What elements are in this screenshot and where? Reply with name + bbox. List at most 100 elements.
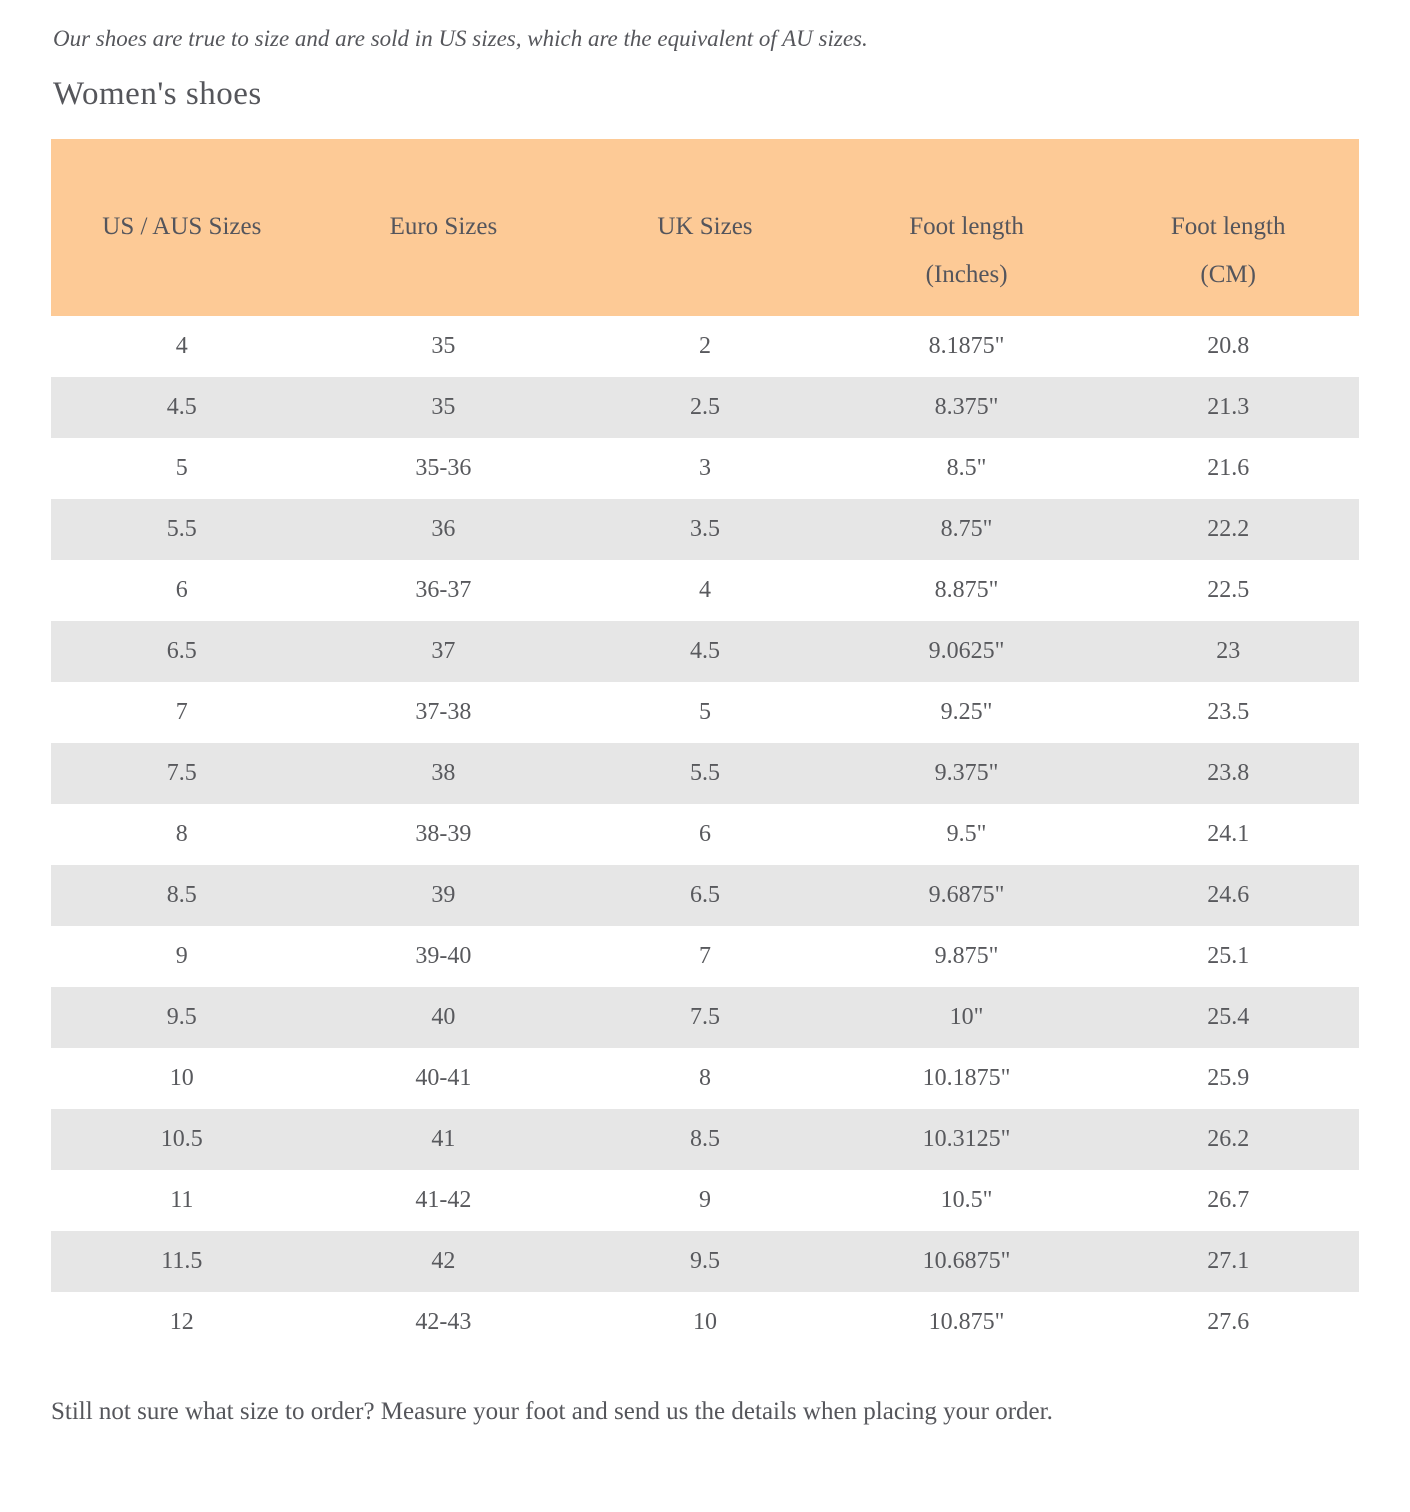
table-cell: 10.3125" [835, 1109, 1098, 1170]
table-cell: 38-39 [415, 821, 472, 847]
table-cell: 8.5 [51, 865, 313, 926]
table-row: 9.5 40 7.5 10" 25.4 [51, 987, 1359, 1048]
table-cell: 8.875" [934, 577, 999, 603]
table-cell: 5 [698, 699, 711, 725]
table-cell: 4.5 [574, 621, 836, 682]
table-cell: 23 [1097, 621, 1359, 682]
table-cell: 20.8 [1207, 333, 1250, 359]
table-cell: 8.5" [946, 455, 987, 481]
table-cell: 9.6875" [835, 865, 1098, 926]
table-cell: 42 [312, 1231, 575, 1292]
table-cell: 4 [698, 577, 711, 603]
table-cell: 6.5 [574, 865, 836, 926]
table-cell: 26.2 [1097, 1109, 1359, 1170]
table-cell: 39 [312, 865, 575, 926]
table-cell: 8.5 [574, 1109, 836, 1170]
table-cell: 2.5 [574, 377, 836, 438]
table-cell: 6.5 [51, 621, 313, 682]
table-cell: 35-36 [415, 455, 472, 481]
table-cell: 3 [698, 455, 711, 481]
size-conversion-table: US / AUS Sizes Euro Sizes UK Sizes Foot … [51, 139, 1359, 1353]
table-cell: 10 [692, 1309, 717, 1335]
table-row: 4.5 35 2.5 8.375" 21.3 [51, 377, 1359, 438]
table-cell: 6 [698, 821, 711, 847]
column-header-us-aus-sizes: US / AUS Sizes [51, 139, 313, 316]
table-cell: 25.1 [1207, 943, 1250, 969]
table-row: 7 37-38 5 9.25" 23.5 [51, 682, 1359, 743]
table-cell: 23.5 [1207, 699, 1250, 725]
table-cell: 35 [431, 333, 456, 359]
column-header-foot-length-cm: Foot length (CM) [1097, 139, 1359, 316]
table-cell: 10.6875" [835, 1231, 1098, 1292]
table-cell: 35 [312, 377, 575, 438]
table-cell: 5.5 [574, 743, 836, 804]
table-cell: 8.375" [835, 377, 1098, 438]
table-cell: 22.5 [1207, 577, 1250, 603]
table-cell: 10.875" [928, 1309, 1005, 1335]
table-cell: 42-43 [415, 1309, 472, 1335]
table-cell: 5 [175, 455, 188, 481]
table-cell: 9 [175, 943, 188, 969]
table-cell: 38 [312, 743, 575, 804]
table-cell: 36 [312, 499, 575, 560]
table-header: US / AUS Sizes Euro Sizes UK Sizes Foot … [51, 139, 1359, 316]
table-row: 11 41-42 9 10.5" 26.7 [51, 1170, 1359, 1231]
table-row: 7.5 38 5.5 9.375" 23.8 [51, 743, 1359, 804]
table-cell: 41-42 [415, 1187, 472, 1213]
table-cell: 25.9 [1207, 1065, 1250, 1091]
table-cell: 8 [175, 821, 188, 847]
column-header-uk-sizes: UK Sizes [574, 139, 836, 316]
table-row: 5.5 36 3.5 8.75" 22.2 [51, 499, 1359, 560]
table-row: 10.5 41 8.5 10.3125" 26.2 [51, 1109, 1359, 1170]
table-row: 8 38-39 6 9.5" 24.1 [51, 804, 1359, 865]
table-cell: 10.5 [51, 1109, 313, 1170]
table-cell: 4.5 [51, 377, 313, 438]
table-cell: 24.6 [1097, 865, 1359, 926]
table-cell: 7 [698, 943, 711, 969]
table-cell: 9.25" [940, 699, 993, 725]
table-cell: 36-37 [415, 577, 472, 603]
table-cell: 39-40 [415, 943, 472, 969]
table-cell: 9.375" [835, 743, 1098, 804]
table-row: 6 36-37 4 8.875" 22.5 [51, 560, 1359, 621]
table-cell: 10" [835, 987, 1098, 1048]
table-cell: 7.5 [574, 987, 836, 1048]
table-cell: 8.1875" [928, 333, 1005, 359]
table-cell: 10.1875" [922, 1065, 1011, 1091]
table-row: 11.5 42 9.5 10.6875" 27.1 [51, 1231, 1359, 1292]
table-cell: 10.5" [940, 1187, 993, 1213]
table-cell: 3.5 [574, 499, 836, 560]
table-cell: 9.5 [51, 987, 313, 1048]
table-cell: 37-38 [415, 699, 472, 725]
table-cell: 8.75" [835, 499, 1098, 560]
table-cell: 27.6 [1207, 1309, 1250, 1335]
table-row: 12 42-43 10 10.875" 27.6 [51, 1292, 1359, 1353]
table-cell: 7.5 [51, 743, 313, 804]
table-cell: 9.875" [934, 943, 999, 969]
table-cell: 8 [698, 1065, 711, 1091]
table-cell: 6 [175, 577, 188, 603]
column-header-euro-sizes: Euro Sizes [312, 139, 575, 316]
table-row: 6.5 37 4.5 9.0625" 23 [51, 621, 1359, 682]
table-cell: 21.3 [1097, 377, 1359, 438]
table-cell: 41 [312, 1109, 575, 1170]
table-cell: 11 [170, 1187, 194, 1213]
table-row: 5 35-36 3 8.5" 21.6 [51, 438, 1359, 499]
table-cell: 12 [169, 1309, 194, 1335]
table-row: 9 39-40 7 9.875" 25.1 [51, 926, 1359, 987]
table-cell: 22.2 [1097, 499, 1359, 560]
table-cell: 40 [312, 987, 575, 1048]
table-cell: 11.5 [51, 1231, 313, 1292]
table-cell: 10 [169, 1065, 194, 1091]
size-table-body: 4 35 2 8.1875" 20.8 4.5 35 2.5 8.375" 21.3 5 35-36 3… [51, 316, 1359, 1353]
table-row: 8.5 39 6.5 9.6875" 24.6 [51, 865, 1359, 926]
footer-note: Still not sure what size to order? Measu… [51, 1398, 1053, 1425]
table-cell: 25.4 [1097, 987, 1359, 1048]
intro-note: Our shoes are true to size and are sold … [53, 26, 868, 51]
table-cell: 5.5 [51, 499, 313, 560]
table-row: 10 40-41 8 10.1875" 25.9 [51, 1048, 1359, 1109]
table-cell: 27.1 [1097, 1231, 1359, 1292]
table-cell: 9.0625" [835, 621, 1098, 682]
size-guide-page: Our shoes are true to size and are sold … [51, 26, 1359, 1425]
column-header-foot-length-inches: Foot length (Inches) [835, 139, 1098, 316]
